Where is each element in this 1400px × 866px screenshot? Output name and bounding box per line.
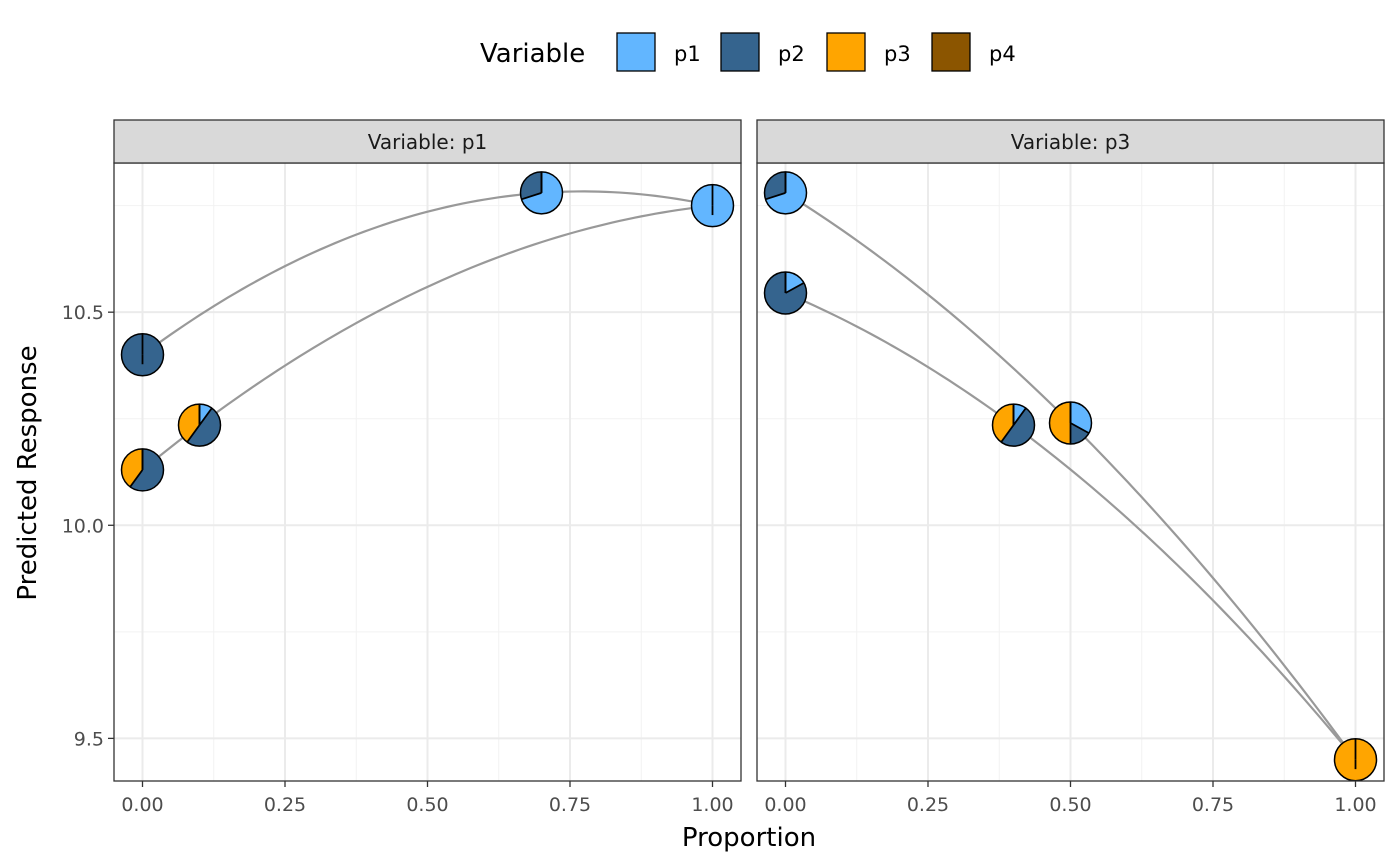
pie-slice-p2 bbox=[520, 171, 542, 200]
pie-slice-p3 bbox=[178, 404, 200, 443]
x-axis-title: Proportion bbox=[682, 823, 816, 853]
pie-slice-p2 bbox=[187, 408, 221, 446]
pie-point bbox=[120, 333, 165, 377]
pie-point bbox=[177, 403, 222, 447]
strip-label: Variable: p3 bbox=[1011, 130, 1131, 154]
pie-point bbox=[991, 403, 1036, 447]
x-tick-label: 0.25 bbox=[907, 794, 949, 816]
pie-slice-p3 bbox=[1049, 401, 1071, 444]
legend-label-p4: p4 bbox=[989, 42, 1016, 66]
pie-point bbox=[1048, 401, 1093, 445]
y-tick-label: 9.5 bbox=[74, 728, 104, 750]
legend-title: Variable bbox=[480, 39, 585, 69]
pie-divider bbox=[1000, 424, 1015, 443]
legend-label-p3: p3 bbox=[884, 42, 911, 66]
pie-divider bbox=[785, 282, 805, 294]
x-tick-label: 1.00 bbox=[691, 794, 733, 816]
pie-slice-p3 bbox=[121, 448, 143, 487]
curve-1 bbox=[141, 190, 713, 356]
legend-key-p1 bbox=[616, 32, 656, 72]
panels: Variable: p1 0.00 0.25 0.50 0.75 1.00 9.5 10.0 1… bbox=[62, 119, 1385, 816]
legend-key-p3 bbox=[826, 32, 866, 72]
x-tick-label: 0.75 bbox=[549, 794, 591, 816]
pie-slice-p2 bbox=[130, 448, 164, 491]
strip-label: Variable: p1 bbox=[368, 130, 488, 154]
legend-key-p2 bbox=[720, 32, 760, 72]
pie-point bbox=[690, 183, 735, 228]
pie-divider bbox=[129, 469, 144, 488]
x-tick-label: 0.50 bbox=[406, 794, 448, 816]
y-tick-label: 10.5 bbox=[62, 302, 104, 324]
pie-divider bbox=[198, 407, 213, 426]
pie-point bbox=[519, 171, 564, 215]
pie-divider bbox=[521, 191, 542, 201]
pie-divider bbox=[1070, 422, 1090, 434]
x-tick-label: 0.50 bbox=[1049, 794, 1091, 816]
pie-divider bbox=[1012, 407, 1027, 426]
strip-background bbox=[113, 119, 742, 164]
legend-label-p2: p2 bbox=[778, 42, 805, 66]
x-tick-label: 1.00 bbox=[1334, 794, 1376, 816]
x-tick-label: 0.25 bbox=[264, 794, 306, 816]
pie-point bbox=[763, 171, 808, 215]
y-tick-label: 10.0 bbox=[62, 515, 104, 537]
pie-slice-p2 bbox=[1001, 408, 1035, 446]
pie-slice-p3 bbox=[992, 404, 1014, 443]
pie-point bbox=[763, 271, 808, 315]
x-tick-label: 0.75 bbox=[1192, 794, 1234, 816]
curve-2 bbox=[141, 204, 713, 471]
x-tick-label: 0.00 bbox=[764, 794, 806, 816]
y-axis-title: Predicted Response bbox=[13, 345, 43, 600]
panel-2: Variable: p3 0.00 0.25 0.50 0.75 1.00 bbox=[756, 119, 1385, 816]
pie-point bbox=[1333, 737, 1378, 782]
curve-2 bbox=[785, 291, 1357, 761]
strip-background bbox=[756, 119, 1385, 164]
pie-slice-p2 bbox=[764, 171, 786, 200]
pie-divider bbox=[186, 424, 201, 443]
x-tick-label: 0.00 bbox=[121, 794, 163, 816]
panel-1: Variable: p1 0.00 0.25 0.50 0.75 1.00 9.5 10.0 1… bbox=[62, 119, 742, 816]
legend-label-p1: p1 bbox=[674, 42, 701, 66]
pie-point bbox=[120, 448, 165, 492]
pie-divider bbox=[765, 191, 786, 201]
legend: Variable p1 p2 p3 p4 bbox=[480, 32, 1016, 72]
legend-key-p4 bbox=[931, 32, 971, 72]
